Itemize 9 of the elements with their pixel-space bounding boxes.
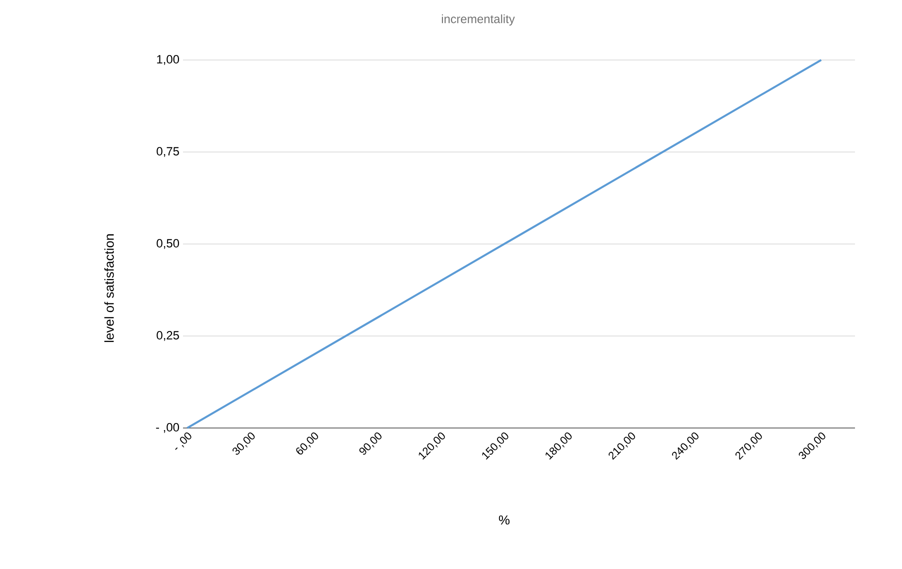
y-axis-title: level of satisfaction bbox=[104, 234, 114, 342]
x-axis-title: % bbox=[498, 515, 510, 525]
y-tick-label: 0,25 bbox=[156, 331, 179, 341]
chart-title: incrementality bbox=[442, 14, 515, 26]
y-tick-label: - ,00 bbox=[156, 423, 180, 433]
x-tick-label: - ,00 bbox=[175, 432, 192, 450]
y-tick-label: 0,75 bbox=[156, 147, 179, 157]
y-tick-label: 0,50 bbox=[156, 239, 180, 249]
y-tick-label: 1,00 bbox=[157, 55, 180, 65]
